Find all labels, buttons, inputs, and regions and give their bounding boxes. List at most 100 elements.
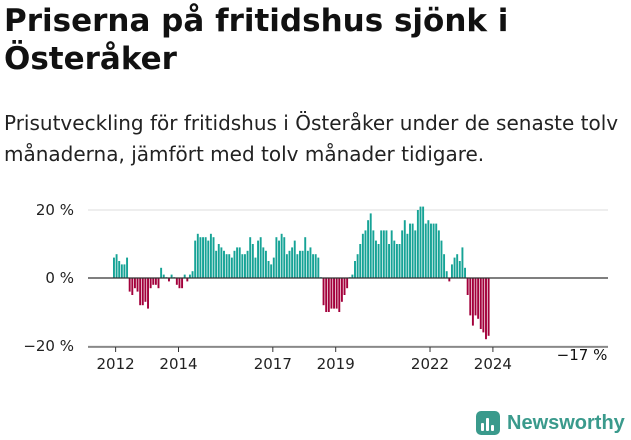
x-axis-labels: 2012 2014 2017 2019 2022 2024 — [97, 347, 512, 373]
bar — [139, 278, 142, 306]
bar — [456, 254, 459, 278]
bar — [113, 257, 115, 278]
bar — [474, 278, 477, 316]
x-tick-label: 2024 — [474, 355, 512, 373]
bar — [270, 264, 273, 278]
bar — [275, 237, 278, 278]
bar — [333, 278, 335, 309]
bar — [280, 233, 283, 278]
bar — [272, 257, 275, 278]
bar — [393, 240, 396, 278]
bar — [385, 230, 388, 278]
bar — [361, 233, 364, 278]
bar — [168, 278, 170, 282]
bar — [469, 278, 472, 316]
brand-name: Newsworthy — [507, 411, 625, 434]
x-tick-label: 2022 — [411, 355, 449, 373]
bar — [170, 274, 173, 278]
x-tick-label: 2019 — [317, 355, 355, 373]
bar — [133, 278, 136, 289]
bar — [471, 278, 474, 326]
bar — [278, 240, 280, 278]
x-tick-label: 2012 — [97, 355, 135, 373]
bar — [390, 230, 393, 278]
bar — [304, 237, 307, 278]
bar — [209, 233, 212, 278]
bar — [401, 230, 404, 278]
bar — [186, 278, 189, 282]
bar — [188, 274, 191, 278]
bar — [437, 230, 440, 278]
bar — [241, 254, 244, 278]
bar — [267, 261, 270, 278]
bar — [251, 244, 254, 278]
bar — [367, 220, 370, 278]
bar — [118, 261, 121, 278]
bar — [448, 278, 451, 282]
bar — [246, 250, 249, 278]
bar — [183, 274, 186, 278]
bar — [435, 223, 438, 278]
newsworthy-logo-icon — [476, 411, 500, 435]
bar — [152, 278, 155, 285]
bar — [314, 254, 317, 278]
bar — [403, 220, 406, 278]
bar — [430, 223, 432, 278]
brand-logo: Newsworthy — [476, 406, 625, 440]
bar — [249, 237, 252, 278]
bar — [126, 257, 129, 278]
bar — [115, 254, 118, 278]
bar — [123, 264, 126, 278]
bar — [244, 254, 246, 278]
bar — [382, 230, 385, 278]
bar — [181, 278, 184, 289]
bar — [461, 247, 464, 278]
bar — [327, 278, 330, 312]
page-title: Priserna på fritidshus sjönk i Österåker — [4, 3, 509, 77]
bar — [204, 237, 207, 278]
bar — [257, 240, 260, 278]
bar — [443, 254, 446, 278]
bar — [228, 254, 231, 278]
bar — [157, 278, 160, 289]
bar — [306, 250, 309, 278]
bar — [160, 267, 163, 278]
bar — [369, 213, 372, 278]
bar — [406, 233, 409, 278]
bar — [149, 278, 152, 289]
bar — [398, 244, 401, 278]
y-tick-label: 20 % — [36, 201, 74, 219]
bar — [259, 237, 262, 278]
bar — [264, 250, 267, 278]
y-tick-label: 0 % — [45, 269, 74, 287]
bar — [340, 278, 343, 302]
bar — [466, 278, 469, 295]
bar — [299, 250, 301, 278]
bar — [136, 278, 139, 292]
bar — [199, 237, 202, 278]
bar — [445, 271, 448, 278]
bar — [409, 223, 411, 278]
bar — [202, 237, 204, 278]
bar — [440, 240, 443, 278]
bar — [346, 278, 349, 289]
price-change-chart: 20 % 0 % −20 % 2012 2014 2017 2019 2022 2024 −1… — [23, 201, 608, 373]
bar — [223, 250, 225, 278]
bar — [388, 244, 391, 278]
bar — [230, 257, 233, 278]
bar — [154, 278, 157, 285]
bar — [293, 240, 296, 278]
bar — [283, 237, 286, 278]
bar — [419, 206, 422, 278]
grid-layer — [88, 209, 608, 347]
bar — [215, 250, 218, 278]
bar — [432, 223, 435, 278]
bar — [453, 257, 456, 278]
bar — [325, 278, 328, 312]
bar — [338, 278, 341, 312]
bar — [238, 247, 241, 278]
bar — [194, 240, 197, 278]
bar — [196, 233, 199, 278]
bar — [364, 230, 367, 278]
bar — [191, 271, 194, 278]
